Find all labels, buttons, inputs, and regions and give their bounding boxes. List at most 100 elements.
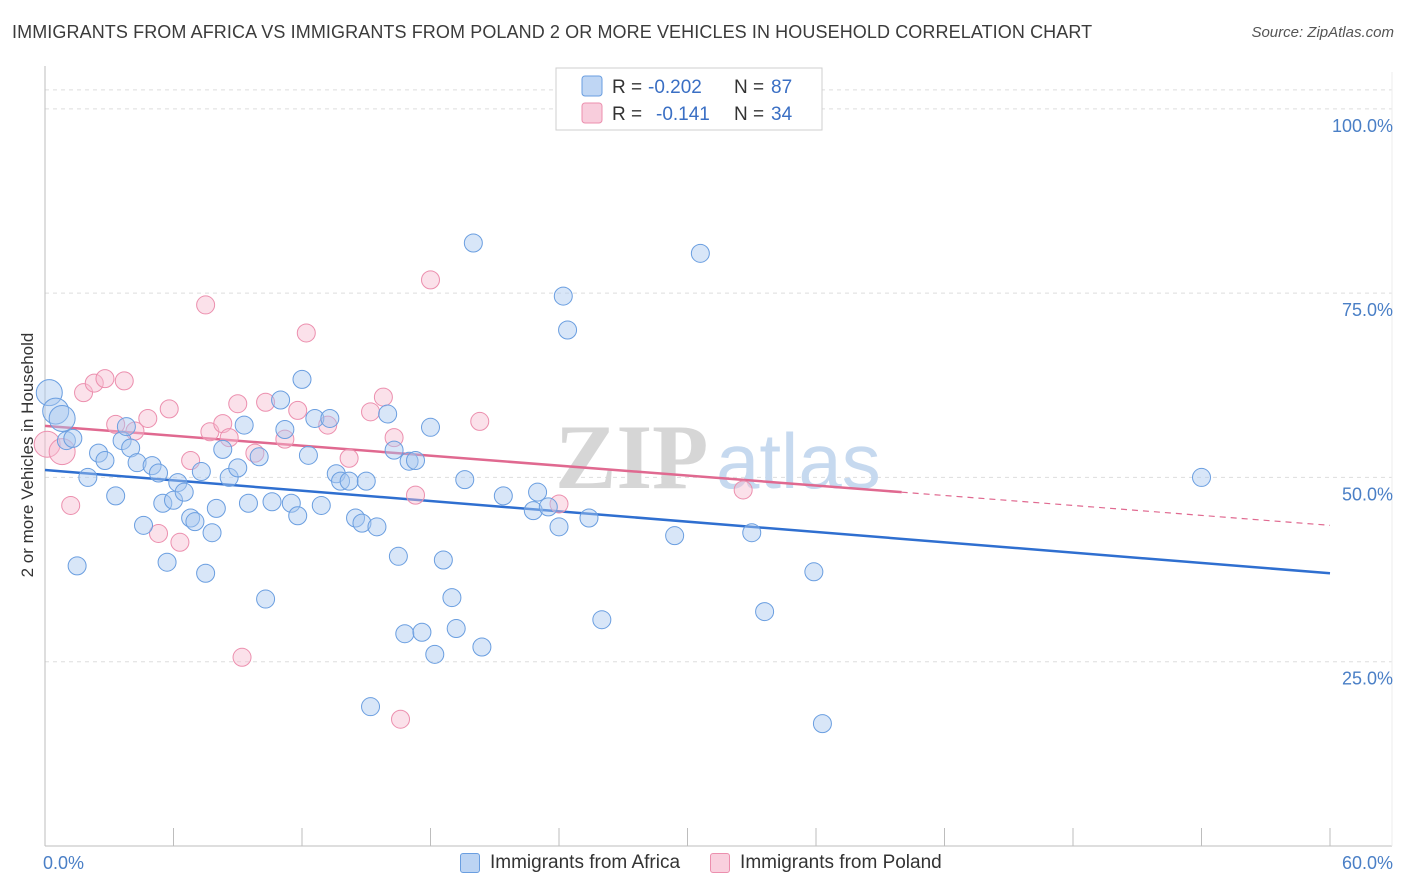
poland-point: [421, 270, 440, 290]
africa-point: [553, 286, 573, 306]
poland-point: [232, 647, 252, 667]
africa-point: [558, 320, 578, 340]
africa-point: [538, 497, 558, 517]
africa-point: [196, 563, 216, 583]
africa-point: [311, 495, 331, 515]
africa-point: [523, 501, 543, 521]
africa-point: [63, 428, 83, 448]
bottom-legend-africa: Immigrants from Africa: [460, 852, 680, 874]
africa-point: [742, 523, 762, 543]
trend-line-poland: [44, 424, 902, 494]
africa-point: [320, 408, 340, 428]
series-africa-points: [35, 233, 1211, 734]
legend-poland-n-label: N =: [734, 104, 764, 125]
africa-point: [406, 450, 426, 470]
africa-point: [493, 486, 513, 506]
legend-africa-r-label: R =: [612, 77, 642, 98]
poland-point: [219, 428, 239, 448]
poland-point: [228, 394, 248, 414]
africa-point: [288, 506, 308, 526]
africa-point: [134, 515, 154, 535]
africa-point: [804, 562, 824, 582]
africa-point: [95, 450, 115, 470]
trend-line-africa: [44, 468, 1331, 575]
africa-point: [361, 697, 381, 717]
bottom-legend-poland-label: Immigrants from Poland: [740, 852, 942, 873]
africa-point: [174, 482, 194, 502]
africa-point: [116, 417, 136, 437]
poland-point: [256, 392, 276, 412]
poland-point: [114, 371, 134, 391]
africa-point: [463, 233, 483, 253]
africa-point: [213, 439, 233, 459]
legend-africa-r-value: -0.202: [648, 77, 702, 98]
y-tick-label: 25.0%: [1342, 669, 1393, 689]
africa-point: [106, 486, 126, 506]
africa-point: [67, 556, 87, 576]
africa-point: [446, 619, 466, 639]
chart-title: IMMIGRANTS FROM AFRICA VS IMMIGRANTS FRO…: [12, 22, 1093, 42]
poland-point: [288, 400, 308, 420]
legend-poland-swatch: [581, 102, 603, 124]
poland-point: [296, 323, 316, 343]
poland-point: [373, 387, 393, 407]
poland-point: [74, 383, 94, 403]
y-tick-label: 75.0%: [1342, 300, 1393, 320]
poland-point: [170, 532, 190, 552]
africa-point: [356, 471, 376, 491]
y-tick-label: 100.0%: [1332, 116, 1393, 136]
africa-point: [157, 552, 177, 572]
africa-point: [442, 588, 462, 608]
axes: [44, 66, 1393, 847]
africa-point: [262, 492, 282, 512]
africa-point: [191, 462, 211, 482]
africa-point: [292, 369, 312, 389]
legend-africa-n-value: 87: [771, 77, 792, 98]
poland-point: [33, 430, 61, 458]
africa-point: [690, 243, 710, 263]
series-poland-points: [33, 270, 753, 729]
africa-point: [185, 512, 205, 532]
legend-poland-r-label: R =: [612, 104, 642, 125]
bottom-legend-poland: Immigrants from Poland: [710, 852, 942, 874]
africa-point: [388, 546, 408, 566]
poland-point: [95, 369, 115, 389]
africa-point: [339, 471, 359, 491]
y-tick-label: 50.0%: [1342, 484, 1393, 504]
africa-point: [412, 622, 432, 642]
africa-point: [256, 589, 276, 609]
africa-point: [755, 602, 775, 622]
africa-point: [399, 451, 419, 471]
africa-point: [455, 470, 475, 490]
africa-point: [35, 379, 63, 407]
africa-point: [549, 517, 569, 537]
africa-point: [579, 508, 599, 528]
legend-africa-swatch: [581, 75, 603, 97]
africa-point: [433, 550, 453, 570]
africa-point: [528, 482, 548, 502]
africa-point: [384, 440, 404, 460]
africa-point: [352, 513, 372, 533]
africa-point: [168, 473, 188, 493]
africa-point: [271, 390, 291, 410]
poland-point: [361, 402, 381, 422]
watermark-atlas: atlas: [716, 417, 881, 505]
africa-point: [281, 493, 301, 513]
y-tick-labels: 25.0% 50.0% 75.0% 100.0%: [1332, 116, 1393, 689]
trend-lines: [44, 424, 1331, 575]
legend-africa-n-label: N =: [734, 77, 764, 98]
africa-point: [78, 467, 98, 487]
legend-box: R = -0.202 N = 87 R = -0.141 N = 34: [555, 67, 823, 131]
africa-point: [346, 508, 366, 528]
poland-point: [733, 480, 753, 500]
poland-point: [196, 295, 216, 315]
x-tick-label-max: 60.0%: [1342, 853, 1393, 873]
africa-point: [127, 453, 147, 473]
poland-point: [213, 414, 233, 434]
africa-point: [592, 610, 612, 630]
poland-point: [48, 438, 76, 466]
gridlines: [45, 89, 1392, 663]
legend-poland-n-value: 34: [771, 104, 793, 125]
poland-point: [391, 709, 411, 729]
poland-point: [275, 429, 295, 449]
